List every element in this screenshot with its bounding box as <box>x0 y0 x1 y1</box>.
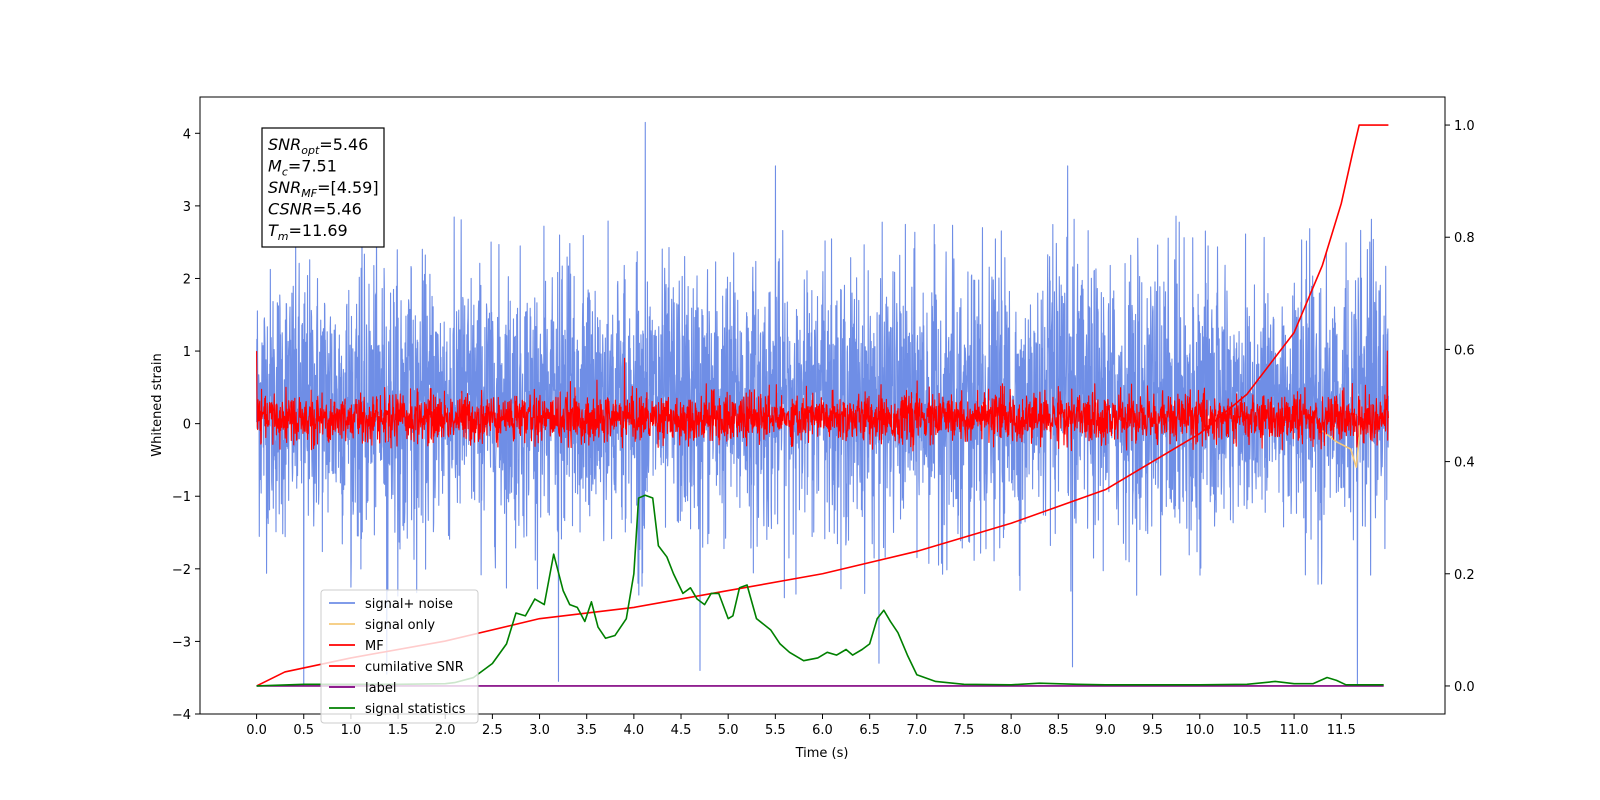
y2-tick-label: 0.0 <box>1454 680 1475 695</box>
legend-label: MF <box>365 639 384 654</box>
legend-label: signal statistics <box>365 702 466 717</box>
x-tick-label: 4.0 <box>624 723 645 738</box>
y-tick-label: 2 <box>183 272 191 287</box>
series-line-signal-statistics <box>256 494 1384 687</box>
x-tick-label: 1.0 <box>341 723 362 738</box>
y-tick-label: −4 <box>172 708 191 723</box>
x-tick-label: 10.0 <box>1185 723 1214 738</box>
x-tick-label: 3.0 <box>529 723 550 738</box>
x-tick-label: 6.5 <box>859 723 880 738</box>
x-tick-label: 6.0 <box>812 723 833 738</box>
y2-tick-label: 0.8 <box>1454 231 1475 246</box>
legend-label: cumilative SNR <box>365 660 464 675</box>
x-tick-label: 7.5 <box>954 723 975 738</box>
y-axis-right: 0.0 0.2 0.4 0.6 0.8 1.0 <box>1445 119 1475 695</box>
y-tick-label: 4 <box>183 127 191 142</box>
y-tick-label: 1 <box>183 345 191 360</box>
y-tick-label: −2 <box>172 563 191 578</box>
legend-label: label <box>365 681 396 696</box>
x-tick-label: 11.0 <box>1280 723 1309 738</box>
x-tick-label: 4.5 <box>671 723 692 738</box>
y-tick-label: −3 <box>172 635 191 650</box>
x-tick-label: 9.0 <box>1095 723 1116 738</box>
y-axis-left: −4 −3 −2 −1 0 1 2 3 4 <box>172 127 200 723</box>
info-box-line: SNRMF=[4.59] <box>268 178 379 200</box>
x-tick-label: 1.5 <box>388 723 409 738</box>
x-axis-label: Time (s) <box>795 746 849 761</box>
x-tick-label: 0.0 <box>246 723 267 738</box>
y2-tick-label: 1.0 <box>1454 119 1475 134</box>
y-tick-label: −1 <box>172 490 191 505</box>
x-tick-label: 8.0 <box>1001 723 1022 738</box>
x-tick-label: 11.5 <box>1327 723 1356 738</box>
series-line-signal-only <box>1321 423 1361 468</box>
x-tick-label: 8.5 <box>1048 723 1069 738</box>
x-tick-label: 7.0 <box>906 723 927 738</box>
y2-tick-label: 0.6 <box>1454 343 1475 358</box>
series-line-signal-noise <box>256 121 1389 686</box>
info-box-line: Mc=7.51 <box>268 157 337 179</box>
y2-tick-label: 0.4 <box>1454 456 1475 471</box>
y-tick-label: 0 <box>183 418 191 433</box>
x-tick-label: 10.5 <box>1232 723 1261 738</box>
x-tick-label: 2.5 <box>482 723 503 738</box>
y-axis-label: Whitened strain <box>150 353 165 456</box>
info-box-line: CSNR=5.46 <box>268 200 362 219</box>
y2-tick-label: 0.2 <box>1454 568 1475 583</box>
x-tick-label: 3.5 <box>576 723 597 738</box>
info-box-line: Tm=11.69 <box>268 221 348 243</box>
x-tick-label: 5.0 <box>718 723 739 738</box>
legend-frame <box>320 589 479 724</box>
x-axis: 0.0 0.5 1.0 1.5 2.0 2.5 3.0 3.5 4.0 4.5 5.0 5.5 6.0 6… <box>246 714 1356 738</box>
y-tick-label: 3 <box>183 200 191 215</box>
legend-label: signal only <box>365 618 435 633</box>
info-box-line: SNRopt=5.46 <box>268 135 368 157</box>
legend-label: signal+ noise <box>365 597 453 612</box>
x-tick-label: 2.0 <box>435 723 456 738</box>
x-tick-label: 0.5 <box>293 723 314 738</box>
x-tick-label: 9.5 <box>1142 723 1163 738</box>
x-tick-label: 5.5 <box>765 723 786 738</box>
info-box-frame <box>261 127 385 248</box>
series-line-mf <box>256 350 1389 452</box>
legend: signal+ noise signal only MF cumilative SNR… <box>320 589 479 724</box>
